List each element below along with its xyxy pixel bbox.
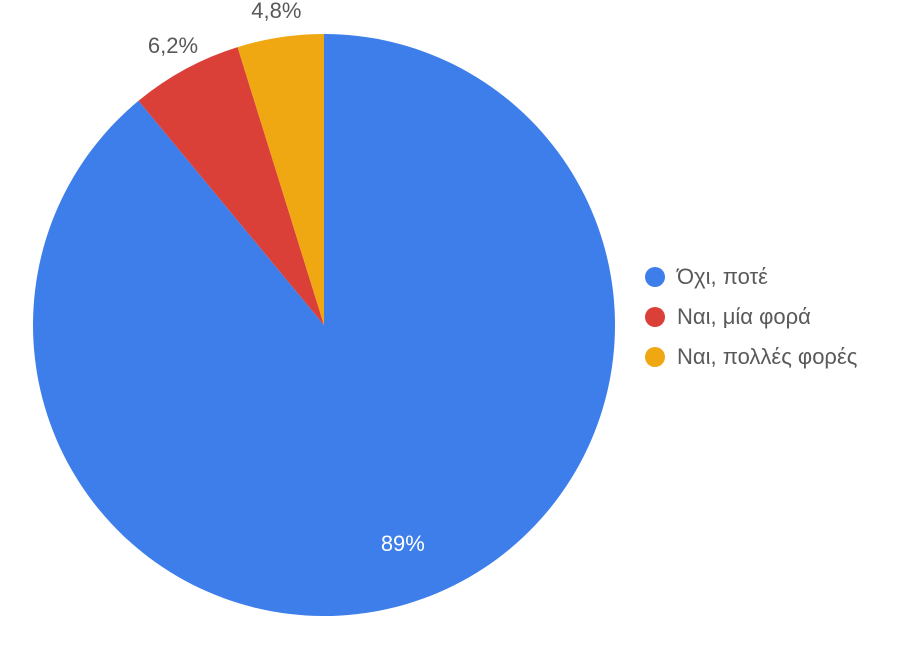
- legend-text-yes_once: Ναι, μία φορά: [677, 304, 811, 330]
- pie-slice-label-yes_many: 4,8%: [251, 0, 301, 24]
- legend-swatch-yes_many: [645, 347, 665, 367]
- legend: Όχι, ποτέ Ναι, μία φορά Ναι, πολλές φορές: [645, 264, 857, 370]
- legend-item-no_never: Όχι, ποτέ: [645, 264, 857, 290]
- legend-swatch-yes_once: [645, 307, 665, 327]
- chart-container: 89%6,2%4,8% Όχι, ποτέ Ναι, μία φορά Ναι, π…: [0, 0, 918, 650]
- pie-svg: [33, 34, 615, 616]
- legend-swatch-no_never: [645, 267, 665, 287]
- legend-text-no_never: Όχι, ποτέ: [677, 264, 768, 290]
- legend-item-yes_many: Ναι, πολλές φορές: [645, 344, 857, 370]
- legend-text-yes_many: Ναι, πολλές φορές: [677, 344, 857, 370]
- pie-chart: 89%6,2%4,8%: [33, 34, 615, 616]
- legend-item-yes_once: Ναι, μία φορά: [645, 304, 857, 330]
